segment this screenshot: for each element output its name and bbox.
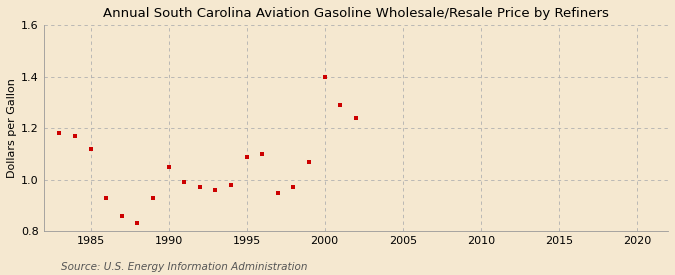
Text: Source: U.S. Energy Information Administration: Source: U.S. Energy Information Administ… — [61, 262, 307, 272]
Point — [148, 196, 159, 200]
Point — [85, 147, 96, 151]
Point — [54, 131, 65, 136]
Point — [194, 185, 205, 190]
Point — [116, 214, 127, 218]
Point — [101, 196, 111, 200]
Point — [241, 154, 252, 159]
Point — [225, 183, 236, 187]
Point — [257, 152, 268, 156]
Point — [273, 190, 284, 195]
Point — [70, 134, 80, 138]
Point — [319, 75, 330, 79]
Point — [163, 165, 174, 169]
Point — [350, 116, 361, 120]
Point — [335, 103, 346, 107]
Point — [132, 221, 143, 226]
Point — [179, 180, 190, 185]
Point — [304, 160, 315, 164]
Title: Annual South Carolina Aviation Gasoline Wholesale/Resale Price by Refiners: Annual South Carolina Aviation Gasoline … — [103, 7, 609, 20]
Point — [210, 188, 221, 192]
Point — [288, 185, 299, 190]
Y-axis label: Dollars per Gallon: Dollars per Gallon — [7, 78, 17, 178]
